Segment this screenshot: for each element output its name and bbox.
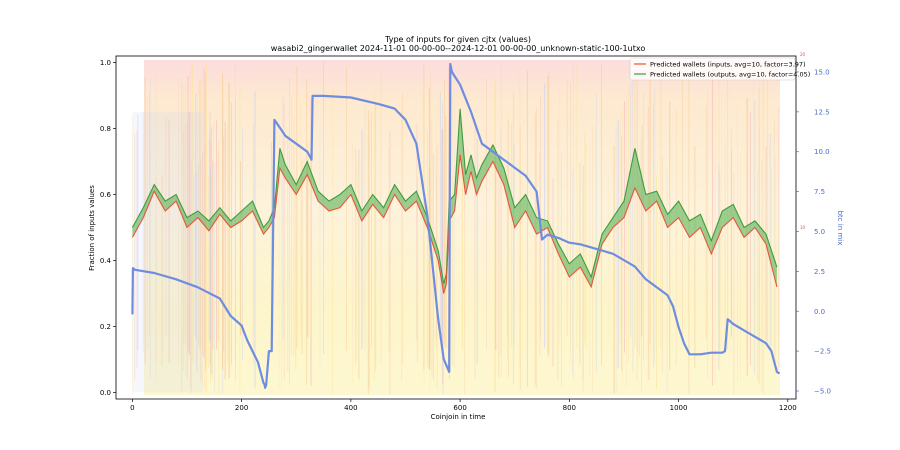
y2-tick-label: −2.5: [814, 348, 831, 356]
y-tick-label: 0.4: [100, 257, 112, 265]
y2-tick-label: −5.0: [814, 388, 831, 396]
x-axis: 0 200 400 600 800 1000 1200: [130, 399, 797, 412]
x-tick-label: 400: [344, 404, 357, 412]
plot-layers: [131, 60, 781, 395]
x-tick-label: 1200: [779, 404, 797, 412]
axes-frame: [115, 55, 797, 400]
y-tick-label: 0.0: [100, 389, 111, 397]
blue-band-region: [132, 112, 204, 393]
side-label-mid: 10: [800, 225, 806, 230]
x-tick-label: 1000: [670, 404, 688, 412]
legend-label-outputs: Predicted wallets (outputs, avg=10, fact…: [650, 71, 810, 79]
x-tick-label: 200: [235, 404, 248, 412]
y2-tick-label: 7.5: [814, 188, 825, 196]
y2-tick-label: 2.5: [814, 268, 825, 276]
y-tick-label: 0.6: [100, 191, 112, 199]
legend-box: [629, 57, 796, 81]
chart-title: Type of inputs for given cjtx (values): [384, 35, 531, 44]
y2-tick-label: 10.0: [814, 148, 830, 156]
y2-tick-label: 5.0: [814, 228, 825, 236]
y2-tick-label: 15.0: [814, 68, 830, 76]
blue-band: [132, 112, 204, 393]
y-axis-right: −5.0 −2.5 0.0 2.5 5.0 7.5 10.0 12.5 15.0: [796, 68, 831, 396]
y2-tick-label: 12.5: [814, 108, 830, 116]
y-tick-label: 1.0: [100, 59, 111, 67]
x-tick-label: 800: [563, 404, 576, 412]
btc-in-mix-line: [131, 62, 781, 389]
legend-label-inputs: Predicted wallets (inputs, avg=10, facto…: [650, 61, 806, 69]
y-tick-label: 0.2: [100, 323, 111, 331]
y-axis-title: Fraction of inputs values: [88, 185, 96, 271]
side-label-top: 20: [800, 52, 806, 57]
y2-tick-label: 0.0: [814, 308, 825, 316]
x-tick-label: 0: [130, 404, 134, 412]
legend: Predicted wallets (inputs, avg=10, facto…: [629, 57, 810, 81]
y-axis-left: 0.0 0.2 0.4 0.6 0.8 1.0: [100, 59, 116, 397]
x-axis-title: Coinjoin in time: [431, 413, 486, 421]
chart-subtitle: wasabi2_gingerwallet 2024-11-01 00-00-00…: [271, 44, 646, 53]
fill-between-area: [132, 108, 777, 294]
y-tick-label: 0.8: [100, 125, 111, 133]
x-tick-label: 600: [453, 404, 466, 412]
y2-axis-title: btc in mix: [836, 211, 844, 246]
